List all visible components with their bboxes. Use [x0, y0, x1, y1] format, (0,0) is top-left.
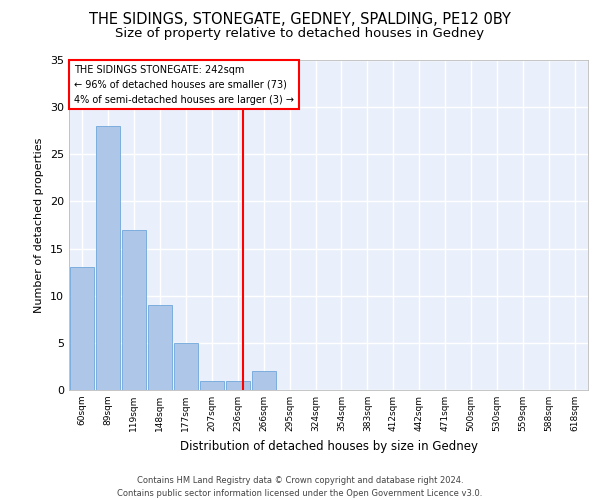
Bar: [251, 371, 275, 390]
Bar: [200, 380, 224, 390]
Bar: [226, 380, 250, 390]
Bar: [70, 268, 94, 390]
X-axis label: Distribution of detached houses by size in Gedney: Distribution of detached houses by size …: [179, 440, 478, 452]
Text: THE SIDINGS, STONEGATE, GEDNEY, SPALDING, PE12 0BY: THE SIDINGS, STONEGATE, GEDNEY, SPALDING…: [89, 12, 511, 28]
Bar: [122, 230, 146, 390]
Y-axis label: Number of detached properties: Number of detached properties: [34, 138, 44, 312]
Bar: [148, 305, 172, 390]
Text: Contains HM Land Registry data © Crown copyright and database right 2024.
Contai: Contains HM Land Registry data © Crown c…: [118, 476, 482, 498]
Text: THE SIDINGS STONEGATE: 242sqm
← 96% of detached houses are smaller (73)
4% of se: THE SIDINGS STONEGATE: 242sqm ← 96% of d…: [74, 65, 294, 104]
Bar: [96, 126, 120, 390]
Text: Size of property relative to detached houses in Gedney: Size of property relative to detached ho…: [115, 28, 485, 40]
Bar: [174, 343, 198, 390]
